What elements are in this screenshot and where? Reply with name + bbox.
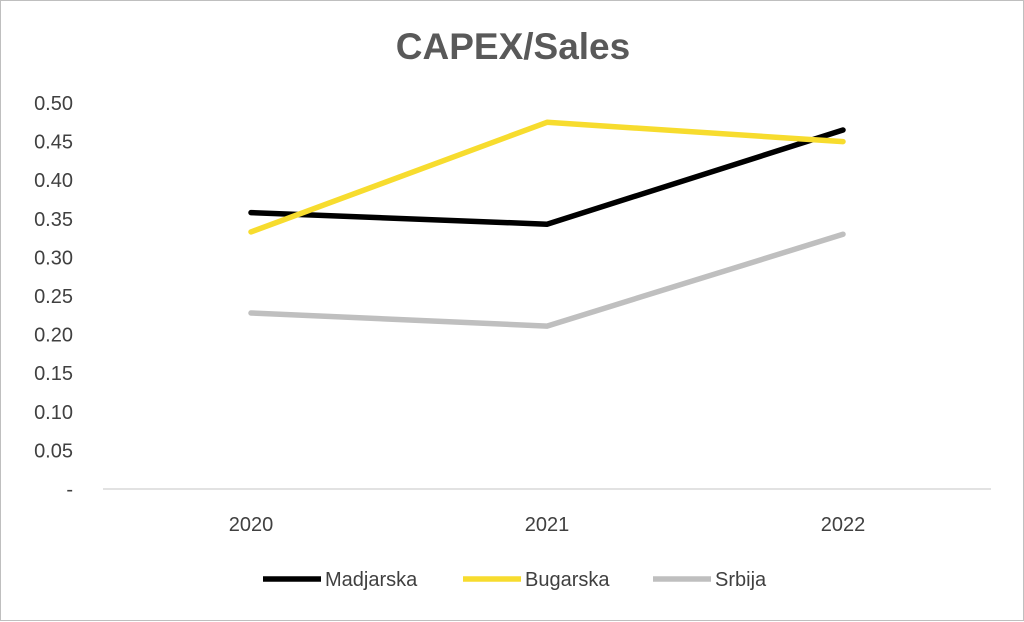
x-tick-label: 2020 [229, 514, 274, 536]
y-tick-label: 0.30 [34, 247, 73, 269]
y-tick-label: 0.40 [34, 170, 73, 192]
series-line-madjarska [248, 127, 846, 227]
x-tick-label: 2022 [821, 514, 866, 536]
chart-title: CAPEX/Sales [396, 26, 630, 67]
series-line-srbija [248, 231, 846, 329]
y-tick-label: 0.05 [34, 440, 73, 462]
legend: Madjarska Bugarska Srbija [263, 569, 767, 591]
y-tick-label: 0.45 [34, 132, 73, 154]
y-tick-label: 0.15 [34, 363, 73, 385]
y-tick-label: 0.50 [34, 93, 73, 115]
legend-label-srbija: Srbija [715, 569, 767, 591]
y-tick-label: - [66, 479, 73, 501]
series-lines [248, 119, 846, 329]
y-tick-label: 0.25 [34, 286, 73, 308]
y-tick-label: 0.20 [34, 325, 73, 347]
y-axis-ticks: - 0.05 0.10 0.15 0.20 0.25 0.30 0.35 0.40 0.45 0.5… [34, 93, 73, 501]
x-tick-label: 2021 [525, 514, 570, 536]
legend-label-madjarska: Madjarska [325, 569, 418, 591]
x-axis-ticks: 2020 2021 2022 [229, 514, 866, 536]
legend-label-bugarska: Bugarska [525, 569, 610, 591]
y-tick-label: 0.35 [34, 209, 73, 231]
series-line-bugarska [248, 119, 846, 235]
y-tick-label: 0.10 [34, 402, 73, 424]
